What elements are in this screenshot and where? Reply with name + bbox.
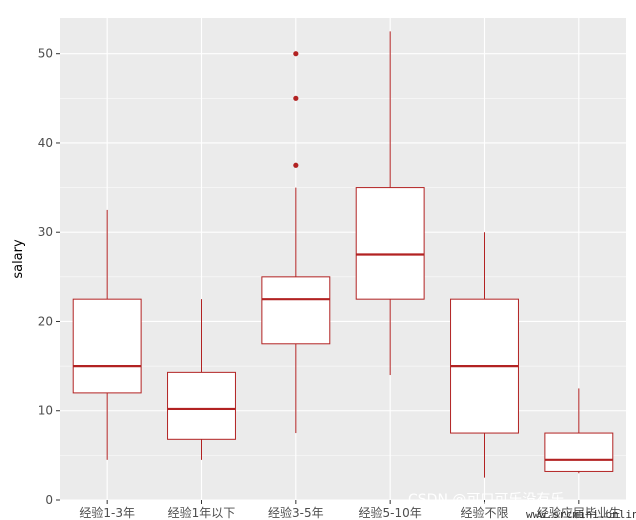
outlier-point <box>293 162 299 168</box>
box-iqr <box>544 432 614 472</box>
x-tick-label: 经验不限 <box>460 505 508 520</box>
box-6 <box>544 388 614 474</box>
y-tick-label: 0 <box>45 493 53 507</box>
y-tick-label: 10 <box>38 404 53 418</box>
box-iqr <box>72 298 142 394</box>
x-tick-label: 经验应届毕业生 <box>537 505 621 520</box>
box-iqr <box>167 371 236 440</box>
y-axis-ticks: 0 10 20 30 40 50 <box>38 47 60 507</box>
box-1 <box>72 209 142 460</box>
y-tick-label: 20 <box>38 314 53 328</box>
x-tick-label: 经验3-5年 <box>268 505 324 520</box>
plot-panel <box>60 18 626 500</box>
box-5 <box>450 232 519 478</box>
y-tick-label: 40 <box>38 136 53 150</box>
y-tick-label: 50 <box>38 47 53 61</box>
outlier-point <box>293 95 299 101</box>
box-3 <box>261 51 331 434</box>
box-series <box>72 31 614 478</box>
x-axis-ticks: 经验1-3年 经验1年以下 经验3-5年 经验5-10年 经验不限 经验应届毕业生 <box>79 500 621 520</box>
y-tick-label: 30 <box>38 225 53 239</box>
box-iqr <box>261 276 331 345</box>
x-tick-label: 经验1年以下 <box>168 505 236 520</box>
box-2 <box>167 299 236 460</box>
x-tick-label: 经验1-3年 <box>79 505 135 520</box>
watermark-site-text: www.srcmini.online <box>526 508 636 520</box>
y-axis-title: salary <box>11 239 26 279</box>
watermark-csdn-text: CSDN @可口可乐没有乐 <box>408 492 564 508</box>
watermark: CSDN @可口可乐没有乐 www.srcmini.online <box>408 492 636 520</box>
x-tick-label: 经验5-10年 <box>359 505 422 520</box>
outlier-point <box>293 51 299 57</box>
box-iqr <box>355 187 425 300</box>
box-4 <box>355 31 425 376</box>
